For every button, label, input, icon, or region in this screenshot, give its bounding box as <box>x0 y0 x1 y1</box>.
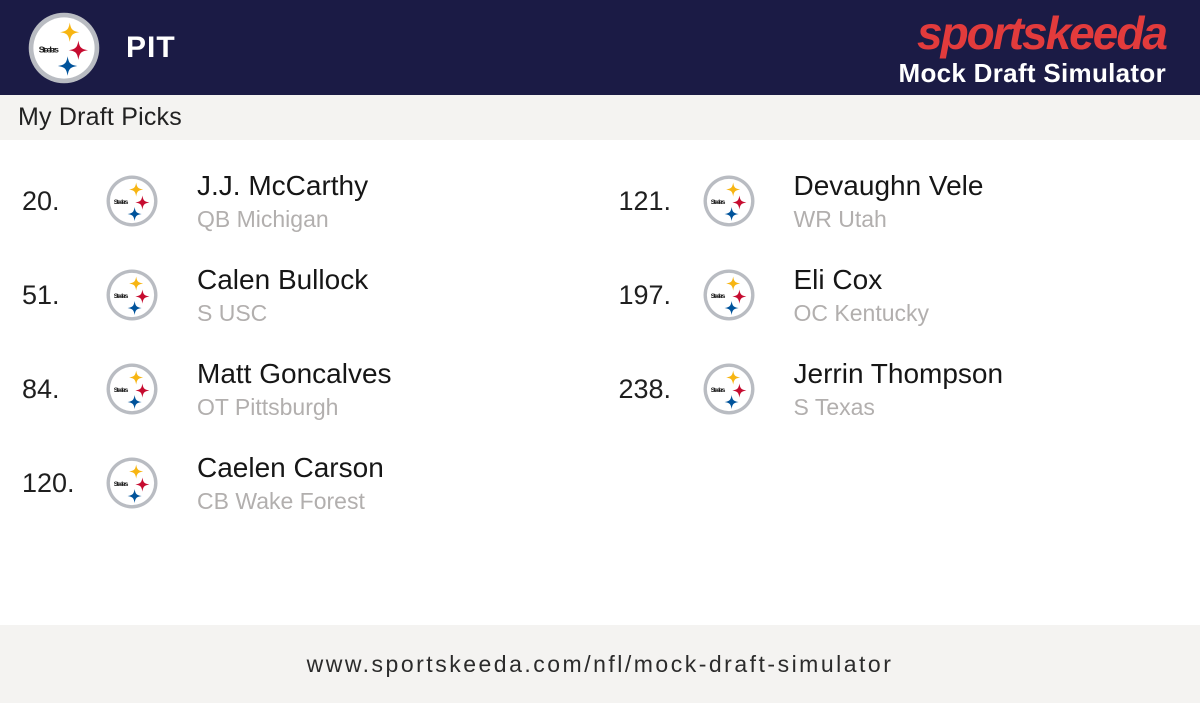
draft-pick-row: 120. Caelen Carson CB Wake Forest <box>22 436 604 530</box>
draft-pick-row: 238. Jerrin Thompson S Texas <box>619 342 1200 436</box>
pick-number: 84. <box>22 373 60 404</box>
steelers-logo-icon <box>703 363 755 415</box>
section-bar: My Draft Picks <box>0 95 1200 140</box>
pick-text: Calen Bullock S USC <box>197 264 368 326</box>
draft-pick-row: 20. J.J. McCarthy QB Michigan <box>22 154 604 248</box>
picks-column-right: 121. Devaughn Vele WR Utah 197. Eli Cox … <box>604 154 1200 625</box>
draft-pick-row: 51. Calen Bullock S USC <box>22 248 604 342</box>
steelers-logo-icon <box>106 363 158 415</box>
player-name: Caelen Carson <box>197 451 384 483</box>
picks-column-left: 20. J.J. McCarthy QB Michigan 51. Calen … <box>0 154 604 625</box>
steelers-logo-icon <box>106 175 158 227</box>
pick-number: 51. <box>22 279 60 310</box>
pick-text: Devaughn Vele WR Utah <box>794 170 984 232</box>
header: PIT sportskeeda Mock Draft Simulator <box>0 0 1200 95</box>
player-name: Matt Goncalves <box>197 357 392 389</box>
pick-number: 121. <box>618 185 672 216</box>
team-abbreviation: PIT <box>126 30 176 64</box>
pick-number: 20. <box>22 185 60 216</box>
team-block: PIT <box>28 12 176 84</box>
player-name: Eli Cox <box>793 263 883 295</box>
player-position-school: S Texas <box>793 393 875 420</box>
draft-pick-row: 84. Matt Goncalves OT Pittsburgh <box>22 342 604 436</box>
player-name: Jerrin Thompson <box>793 357 1004 389</box>
steelers-logo-icon <box>703 269 755 321</box>
player-name: J.J. McCarthy <box>197 169 369 201</box>
sportskeeda-wordmark: sportskeeda <box>916 6 1168 59</box>
player-position-school: CB Wake Forest <box>197 487 365 514</box>
pick-number: 120. <box>22 467 75 498</box>
draft-pick-row: 121. Devaughn Vele WR Utah <box>619 154 1200 248</box>
pick-text: Jerrin Thompson S Texas <box>794 358 1004 420</box>
draft-pick-row: 197. Eli Cox OC Kentucky <box>619 248 1200 342</box>
footer: www.sportskeeda.com/nfl/mock-draft-simul… <box>0 625 1200 703</box>
section-title: My Draft Picks <box>18 103 182 131</box>
pick-number: 238. <box>618 373 672 404</box>
steelers-logo-icon <box>703 175 755 227</box>
player-name: Devaughn Vele <box>793 169 984 201</box>
brand-block: sportskeeda Mock Draft Simulator <box>898 6 1168 88</box>
pick-text: Caelen Carson CB Wake Forest <box>197 452 384 514</box>
player-position-school: S USC <box>197 299 268 326</box>
player-name: Calen Bullock <box>197 263 369 295</box>
pick-text: Matt Goncalves OT Pittsburgh <box>197 358 392 420</box>
steelers-logo-icon <box>106 269 158 321</box>
player-position-school: QB Michigan <box>197 205 329 232</box>
player-position-school: OT Pittsburgh <box>197 393 339 420</box>
steelers-logo-icon <box>106 457 158 509</box>
pick-text: J.J. McCarthy QB Michigan <box>197 170 368 232</box>
steelers-logo-icon <box>28 12 100 84</box>
player-position-school: OC Kentucky <box>793 299 930 326</box>
draft-picks-list: 20. J.J. McCarthy QB Michigan 51. Calen … <box>0 140 1200 625</box>
footer-url: www.sportskeeda.com/nfl/mock-draft-simul… <box>306 650 894 677</box>
app-title: Mock Draft Simulator <box>898 57 1166 88</box>
pick-text: Eli Cox OC Kentucky <box>794 264 930 326</box>
player-position-school: WR Utah <box>793 205 887 232</box>
pick-number: 197. <box>618 279 672 310</box>
